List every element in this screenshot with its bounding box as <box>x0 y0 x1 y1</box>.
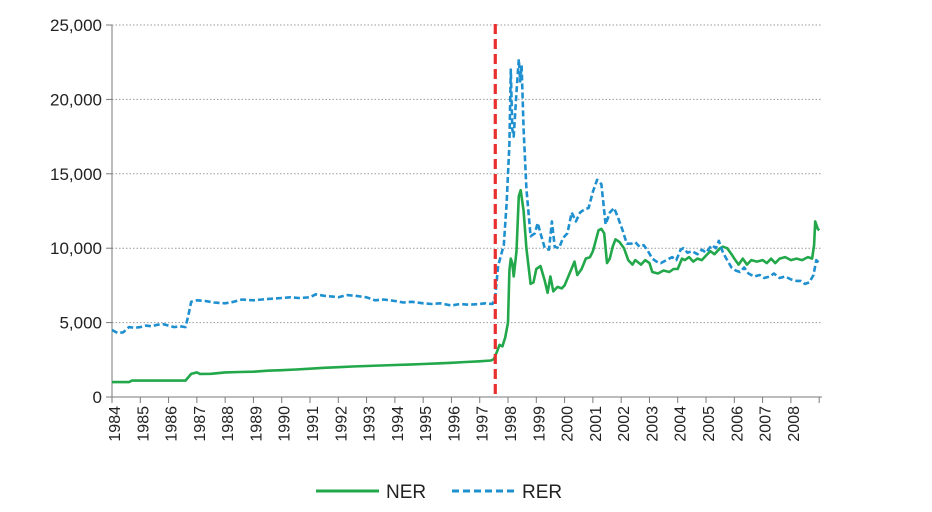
x-tick-label: 2004 <box>673 406 690 442</box>
y-tick-label: 20,000 <box>50 90 102 109</box>
x-tick-label: 1999 <box>531 406 548 442</box>
y-tick-label: 15,000 <box>50 165 102 184</box>
y-tick-label: 5,000 <box>59 314 102 333</box>
x-tick-label: 1998 <box>503 406 520 442</box>
x-tick-label: 1984 <box>107 406 124 442</box>
x-tick-label: 2002 <box>616 406 633 442</box>
x-tick-label: 1986 <box>164 406 181 442</box>
x-tick-label: 1985 <box>135 406 152 442</box>
legend: NER RER <box>316 482 562 503</box>
series-line-ner <box>112 188 821 384</box>
x-tick-label: 2007 <box>758 406 775 442</box>
x-axis: 1984 1985 1986 1987 1988 1989 1990 1991 1992 1993… <box>107 396 822 442</box>
x-tick-label: 2003 <box>644 406 661 442</box>
x-tick-label: 2006 <box>729 406 746 442</box>
x-tick-label: 1994 <box>390 406 407 442</box>
x-tick-label: 1991 <box>305 406 322 442</box>
legend-label-rer: RER <box>522 482 562 503</box>
x-tick-label: 2000 <box>560 406 577 442</box>
y-tick-label: 0 <box>93 388 102 407</box>
x-tick-label: 1989 <box>248 406 265 442</box>
series-group <box>111 57 821 384</box>
x-tick-label: 1988 <box>220 406 237 442</box>
x-tick-label: 2001 <box>588 406 605 442</box>
x-tick-label: 1993 <box>362 406 379 442</box>
x-tick-label: 1992 <box>333 406 350 442</box>
x-tick-label: 1997 <box>475 406 492 442</box>
y-axis: 0 5,000 10,000 15,000 20,000 25,000 <box>50 16 113 407</box>
x-tick-label: 2005 <box>701 406 718 442</box>
x-tick-label: 1987 <box>192 406 209 442</box>
x-tick-label: 1996 <box>446 406 463 442</box>
x-tick-label: 2008 <box>786 406 803 442</box>
series-line-rer <box>111 57 821 335</box>
x-tick-label: 1995 <box>418 406 435 442</box>
gridlines <box>112 24 822 324</box>
x-tick-label: 1990 <box>277 406 294 442</box>
legend-label-ner: NER <box>386 482 426 503</box>
y-tick-label: 25,000 <box>50 16 102 35</box>
y-tick-label: 10,000 <box>50 239 102 258</box>
